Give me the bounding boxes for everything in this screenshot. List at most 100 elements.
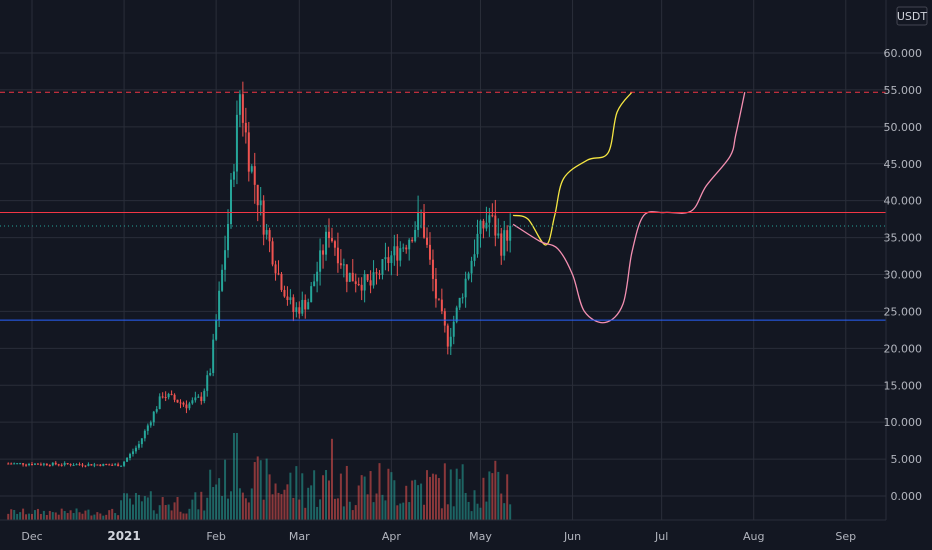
volume-bar (455, 468, 458, 520)
candle-body (464, 278, 467, 298)
volume-bar (351, 510, 354, 520)
candle-body (330, 238, 333, 242)
candle-body (123, 461, 126, 466)
volume-bar (250, 488, 253, 520)
candle-body (488, 215, 491, 223)
candle-body (152, 411, 155, 423)
volume-bar (423, 504, 426, 520)
candle-body (155, 409, 158, 412)
candle-body (446, 325, 449, 347)
candle-body (69, 464, 72, 466)
y-tick-label: 0.000 (891, 490, 923, 503)
volume-bar (31, 513, 33, 520)
candle-body (60, 464, 63, 466)
candle-body (467, 273, 470, 279)
volume-bar (256, 456, 259, 520)
volume-bar (509, 504, 512, 520)
x-tick-label: Dec (21, 530, 42, 543)
candle-body (63, 463, 66, 465)
volume-bar (191, 499, 194, 520)
candle-body (470, 260, 473, 274)
candle-body (235, 114, 238, 172)
volume-bar (218, 478, 221, 520)
volume-bar (437, 478, 440, 520)
volume-bars (7, 433, 512, 520)
candle-body (167, 393, 170, 398)
volume-bar (283, 489, 286, 520)
candle-body (280, 273, 283, 290)
volume-bar (381, 494, 384, 520)
volume-bar (473, 490, 476, 520)
volume-bar (363, 476, 366, 520)
volume-bar (384, 500, 387, 520)
volume-bar (443, 463, 446, 520)
candle-body (372, 272, 375, 286)
volume-bar (102, 515, 105, 520)
volume-bar (488, 471, 491, 520)
volume-bar (426, 470, 429, 520)
volume-bar (158, 505, 161, 520)
candle-body (411, 239, 414, 242)
volume-bar (200, 491, 203, 520)
volume-bar (295, 466, 298, 520)
volume-bar (482, 477, 485, 520)
candle-body (503, 230, 506, 256)
candle-body (111, 464, 114, 466)
volume-bar (387, 468, 390, 520)
volume-bar (203, 510, 206, 520)
volume-bar (449, 469, 452, 520)
candle-body (10, 463, 13, 465)
y-tick-label: 60.000 (884, 47, 923, 60)
volume-bar (111, 508, 114, 520)
candle-body (57, 464, 60, 466)
volume-bar (227, 498, 230, 520)
y-tick-label: 5.000 (891, 453, 923, 466)
candle-body (461, 297, 464, 299)
volume-bar (310, 485, 313, 520)
volume-bar (167, 504, 170, 520)
y-tick-label: 15.000 (884, 379, 923, 392)
candle-body (253, 166, 256, 185)
volume-bar (19, 512, 22, 520)
candle-body (313, 281, 316, 287)
projection-path[interactable] (512, 91, 746, 324)
candle-body (366, 274, 369, 281)
volume-bar (375, 493, 378, 520)
candle-body (452, 321, 455, 337)
candle-body (345, 264, 348, 282)
candle-body (209, 373, 212, 376)
projection-path[interactable] (512, 91, 633, 246)
candle-body (28, 464, 31, 466)
y-tick-label: 50.000 (884, 121, 923, 134)
candle-body (310, 286, 313, 303)
volume-bar (7, 513, 10, 520)
candle-body (176, 399, 179, 403)
volume-bar (506, 474, 509, 520)
x-tick-labels: Dec 2021 Feb Mar Apr May Jun Jul Aug Sep (21, 529, 856, 543)
candle-body (363, 274, 366, 291)
x-tick-label: Feb (206, 530, 225, 543)
volume-bar (33, 510, 36, 520)
volume-bar (238, 488, 241, 520)
volume-bar (289, 472, 292, 520)
volume-bar (440, 508, 443, 520)
candle-body (390, 255, 393, 264)
y-tick-label: 25.000 (884, 305, 923, 318)
candle-body (131, 451, 134, 455)
volume-bar (328, 480, 330, 520)
volume-bar (485, 501, 488, 520)
volume-bar (182, 513, 185, 520)
candle-body (203, 390, 206, 402)
candle-body (434, 278, 437, 299)
volume-bar (81, 513, 84, 520)
drawn-projections (512, 91, 746, 324)
candle-body (218, 290, 221, 321)
candle-body (262, 200, 265, 235)
candle-body (16, 463, 19, 465)
currency-label[interactable]: USDT (896, 6, 928, 26)
candle-body (238, 94, 241, 115)
candle-body (212, 339, 215, 374)
candle-body (54, 462, 57, 465)
y-tick-label: 20.000 (884, 342, 923, 355)
